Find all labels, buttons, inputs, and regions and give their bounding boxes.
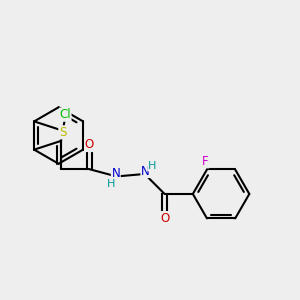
Text: S: S	[59, 126, 66, 139]
Text: Cl: Cl	[59, 108, 71, 121]
Text: H: H	[148, 161, 156, 171]
Text: O: O	[85, 139, 94, 152]
Text: F: F	[202, 155, 209, 168]
Text: H: H	[106, 179, 115, 189]
Text: N: N	[141, 164, 150, 178]
Text: N: N	[111, 167, 120, 180]
Text: O: O	[160, 212, 169, 225]
